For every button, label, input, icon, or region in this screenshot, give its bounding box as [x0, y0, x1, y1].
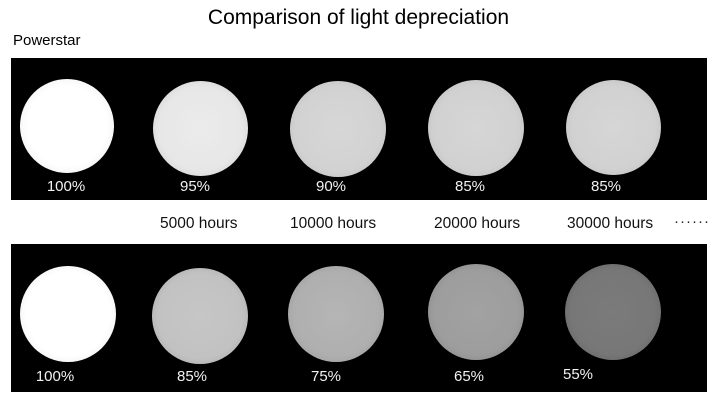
bottom-pct-3: 75% — [310, 368, 342, 385]
top-pct-1: 100% — [46, 178, 86, 195]
page-title: Comparison of light depreciation — [207, 6, 510, 29]
brand-label: Powerstar — [13, 32, 81, 49]
bottom-pct-2: 85% — [176, 368, 208, 385]
top-lamp-4 — [428, 80, 524, 176]
hours-label-1: 5000 hours — [160, 215, 238, 232]
hours-label-4: 30000 hours — [567, 215, 654, 232]
bottom-pct-5: 55% — [562, 366, 594, 383]
bottom-lamp-1 — [20, 266, 116, 362]
hours-ellipsis: ······ — [674, 213, 710, 230]
top-pct-2: 95% — [179, 178, 211, 195]
top-lamp-2 — [153, 81, 248, 176]
bottom-lamp-5 — [565, 264, 661, 360]
top-lamp-1 — [20, 79, 114, 173]
bottom-lamp-2 — [152, 268, 248, 364]
top-lamp-5 — [566, 80, 661, 175]
hours-label-2: 10000 hours — [290, 215, 377, 232]
top-lamp-3 — [290, 81, 386, 177]
top-pct-5: 85% — [590, 178, 622, 195]
bottom-pct-1: 100% — [35, 368, 75, 385]
bottom-lamp-3 — [288, 266, 384, 362]
bottom-pct-4: 65% — [453, 368, 485, 385]
hours-label-3: 20000 hours — [434, 215, 521, 232]
top-pct-3: 90% — [315, 178, 347, 195]
bottom-lamp-4 — [428, 264, 524, 360]
top-pct-4: 85% — [454, 178, 486, 195]
